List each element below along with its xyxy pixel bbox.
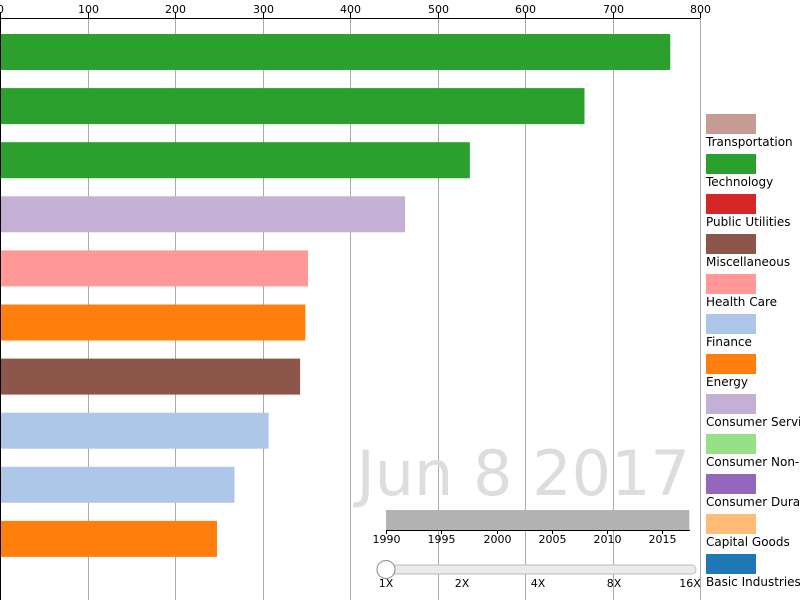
x-tick-label: 400 bbox=[340, 3, 361, 16]
bar-health-care bbox=[0, 250, 308, 287]
x-tick-label: 500 bbox=[428, 3, 449, 16]
bar-finance bbox=[0, 412, 269, 449]
bar-miscellaneous bbox=[0, 358, 301, 395]
speed-slider-handle[interactable] bbox=[376, 559, 396, 580]
bar-technology bbox=[0, 88, 585, 125]
timeline-tick-label: 1995 bbox=[428, 533, 456, 546]
timeline-tick-label: 2015 bbox=[649, 533, 677, 546]
date-watermark-group: Jun 8 2017 bbox=[352, 437, 690, 510]
speed-slider[interactable]: 1X 2X 4X 8X 16X bbox=[376, 559, 701, 591]
legend-swatch bbox=[706, 394, 756, 414]
bar-consumer-services bbox=[0, 196, 406, 233]
date-watermark: Jun 8 2017 bbox=[352, 437, 690, 510]
legend-label: Finance bbox=[706, 335, 752, 349]
legend-label: Basic Industries bbox=[706, 575, 800, 589]
x-tick-label: 300 bbox=[253, 3, 274, 16]
x-tick-label: 200 bbox=[165, 3, 186, 16]
bar-technology bbox=[0, 34, 671, 70]
speed-label: 2X bbox=[455, 577, 470, 590]
timeline-tick-label: 2005 bbox=[539, 533, 567, 546]
bar-energy bbox=[0, 520, 217, 557]
x-tick-label: 700 bbox=[603, 3, 624, 16]
legend-swatch bbox=[706, 114, 756, 134]
bar-energy bbox=[0, 304, 306, 341]
legend-swatch bbox=[706, 274, 756, 294]
timeline[interactable]: 1990 1995 2000 2005 2010 2015 bbox=[373, 510, 691, 546]
legend-swatch bbox=[706, 314, 756, 334]
bars bbox=[0, 34, 671, 557]
legend-label: Health Care bbox=[706, 295, 777, 309]
speed-label: 16X bbox=[679, 577, 701, 590]
x-tick-label: 600 bbox=[515, 3, 536, 16]
x-tick-label: 800 bbox=[690, 3, 711, 16]
bar-technology bbox=[0, 142, 470, 179]
legend-swatch bbox=[706, 434, 756, 454]
legend-label: Energy bbox=[706, 375, 748, 389]
legend-label: Miscellaneous bbox=[706, 255, 790, 269]
bar-finance bbox=[0, 466, 235, 503]
x-tick-label: 100 bbox=[78, 3, 99, 16]
timeline-tick-label: 2000 bbox=[484, 533, 512, 546]
x-tick-label: 0 bbox=[0, 3, 4, 16]
legend: Transportation Technology Public Utilities… bbox=[705, 114, 800, 589]
speed-label: 1X bbox=[379, 577, 394, 590]
x-axis: 0 100 200 300 400 500 600 700 800 bbox=[0, 3, 711, 19]
timeline-tick-label: 1990 bbox=[373, 533, 401, 546]
legend-label: Consumer Non-Durables bbox=[706, 455, 800, 469]
legend-swatch bbox=[706, 554, 756, 574]
legend-label: Consumer Services bbox=[706, 415, 800, 429]
legend-swatch bbox=[706, 154, 756, 174]
legend-label: Public Utilities bbox=[706, 215, 791, 229]
legend-swatch bbox=[706, 514, 756, 534]
speed-label: 4X bbox=[531, 577, 546, 590]
legend-swatch bbox=[706, 354, 756, 374]
timeline-tick-label: 2010 bbox=[594, 533, 622, 546]
legend-swatch bbox=[706, 474, 756, 494]
legend-label: Transportation bbox=[705, 135, 793, 149]
legend-label: Consumer Durables bbox=[706, 495, 800, 509]
legend-label: Capital Goods bbox=[706, 535, 790, 549]
legend-swatch bbox=[706, 194, 756, 214]
speed-label: 8X bbox=[607, 577, 622, 590]
legend-swatch bbox=[706, 234, 756, 254]
speed-slider-track[interactable] bbox=[385, 564, 697, 575]
timeline-progress[interactable] bbox=[386, 510, 690, 530]
legend-label: Technology bbox=[705, 175, 773, 189]
